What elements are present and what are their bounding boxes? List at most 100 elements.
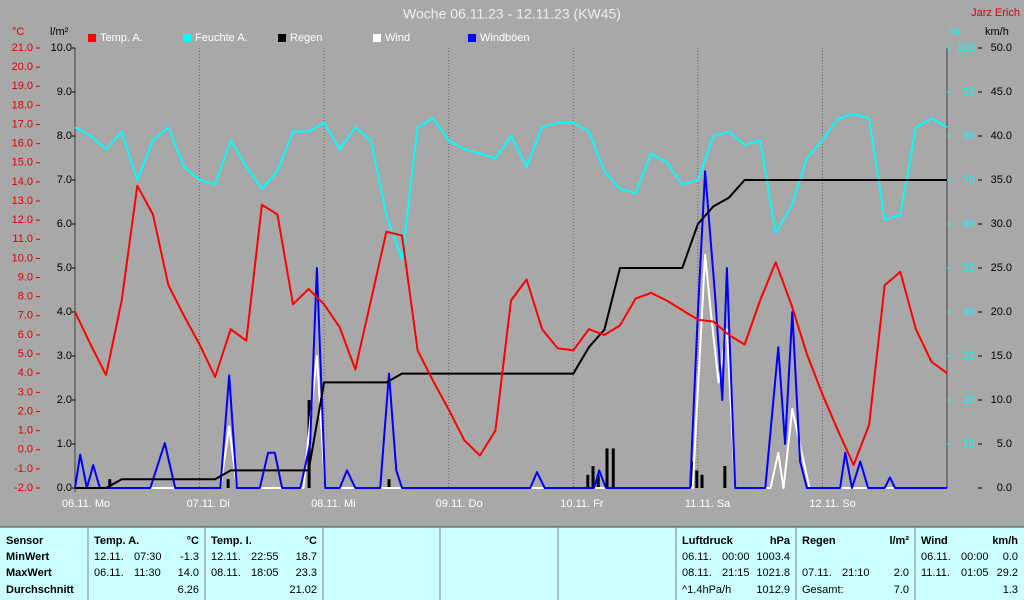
table-cell: 0.0	[1003, 551, 1018, 563]
rain-bar	[596, 474, 600, 488]
y4-tick-label: 45.0	[991, 86, 1012, 98]
table-cell: 11:30	[134, 567, 161, 579]
rain-bar	[723, 466, 727, 488]
rain-bar	[586, 474, 590, 488]
table-cell: 07.11.	[802, 567, 832, 579]
y4-tick-label: 40.0	[991, 130, 1012, 142]
rain-bar	[611, 448, 615, 488]
x-tick-label: 06.11. Mo	[62, 498, 110, 510]
y-tick-label: 2.0	[18, 405, 33, 417]
y2-tick-label: 1.0	[57, 438, 72, 450]
table-cell: 00:00	[961, 551, 989, 563]
legend-swatch	[278, 34, 286, 42]
series-line	[74, 113, 948, 261]
rain-bar	[226, 479, 230, 488]
y-tick-label: 7.0	[18, 310, 33, 322]
table-cell: 08.11.	[211, 567, 241, 579]
rain-bar	[108, 479, 112, 488]
y4-tick-label: 0.0	[997, 482, 1012, 494]
y4-tick-label: 10.0	[991, 394, 1012, 406]
table-cell: 2.0	[894, 567, 909, 579]
table-cell: 06.11.	[921, 551, 951, 563]
table-separators	[87, 527, 916, 600]
y3-tick-label: 40	[963, 306, 975, 318]
legend-swatch	[183, 34, 191, 42]
y4-tick-label: 20.0	[991, 306, 1012, 318]
table-cell: 01:05	[961, 567, 989, 579]
y-tick-label: 6.0	[18, 329, 33, 341]
x-tick-label: 09.11. Do	[436, 498, 483, 510]
table-background	[0, 527, 1024, 600]
x-tick-label: 07.11. Di	[187, 498, 230, 510]
y3-tick-label: 90	[963, 86, 975, 98]
y-tick-label: 8.0	[18, 291, 33, 303]
rain-bar	[591, 466, 595, 488]
y-tick-label: 12.0	[12, 214, 33, 226]
table-cell: 00:00	[722, 551, 750, 563]
y3-tick-label: 60	[963, 218, 975, 230]
y2-tick-label: 0.0	[57, 482, 72, 494]
y-tick-label: 0.0	[18, 444, 33, 456]
table-group-unit: l/m²	[889, 535, 909, 547]
y4-tick-label: 50.0	[991, 42, 1012, 54]
y-tick-label: 17.0	[12, 118, 33, 130]
y2-tick-label: 4.0	[57, 306, 72, 318]
legend-swatch	[468, 34, 476, 42]
y-tick-label: 16.0	[12, 138, 33, 150]
legend-label: Temp. A.	[100, 32, 143, 44]
y-tick-label: 21.0	[12, 42, 33, 54]
table-group-name: Luftdruck	[682, 535, 734, 547]
table-group-unit: °C	[305, 535, 317, 547]
y-tick-label: 18.0	[12, 99, 33, 111]
y3-tick-label: 80	[963, 130, 975, 142]
legend-swatch	[88, 34, 96, 42]
y2-tick-label: 3.0	[57, 350, 72, 362]
y2-tick-label: 8.0	[57, 130, 72, 142]
table-group-unit: hPa	[770, 535, 791, 547]
y2-tick-label: 10.0	[51, 42, 72, 54]
table-cell: 1012.9	[756, 584, 790, 596]
rain-bar	[700, 474, 704, 488]
table-group-unit: km/h	[992, 535, 1018, 547]
table-cell: 12.11.	[94, 551, 124, 563]
y4-tick-label: 25.0	[991, 262, 1012, 274]
table-cell: 7.0	[894, 584, 909, 596]
series-line	[75, 179, 947, 489]
table-cell: 07:30	[134, 551, 162, 563]
y3-tick-label: 50	[963, 262, 975, 274]
y3-tick-label: 100	[957, 42, 975, 54]
y-tick-label: -2.0	[14, 482, 33, 494]
table-cell: -1.3	[180, 551, 199, 563]
legend-label: Feuchte A.	[195, 32, 248, 44]
y2-tick-label: 6.0	[57, 218, 72, 230]
y-tick-label: 11.0	[12, 233, 33, 245]
author: Jarz Erich	[971, 7, 1020, 19]
y-tick-label: 19.0	[12, 80, 33, 92]
y3-tick-label: 10	[963, 438, 975, 450]
table-cell: 21:15	[722, 567, 750, 579]
y-axis-unit: °C	[12, 26, 24, 38]
rain-bar	[695, 470, 699, 488]
y-tick-label: 13.0	[12, 195, 33, 207]
legend-label: Regen	[290, 32, 322, 44]
y-tick-label: 3.0	[18, 386, 33, 398]
table-cell: 18.7	[296, 551, 317, 563]
table-cell: 21:10	[842, 567, 870, 579]
table-cell: 22:55	[251, 551, 279, 563]
table-group-name: Temp. I.	[211, 535, 252, 547]
table-cell: 06.11.	[94, 567, 124, 579]
y4-tick-label: 35.0	[991, 174, 1012, 186]
table-cell: 1.3	[1003, 584, 1018, 596]
y-tick-label: 10.0	[12, 252, 33, 264]
table-cell: 6.26	[178, 584, 199, 596]
table-cell: 12.11.	[211, 551, 241, 563]
y-tick-label: 20.0	[12, 61, 33, 73]
x-tick-label: 10.11. Fr	[560, 498, 604, 510]
table-group-name: Regen	[802, 535, 836, 547]
y-tick-label: 15.0	[12, 157, 33, 169]
table-cell: 11.11.	[921, 567, 950, 579]
table-group-name: Wind	[921, 535, 948, 547]
y2-axis-unit: l/m²	[50, 26, 69, 38]
